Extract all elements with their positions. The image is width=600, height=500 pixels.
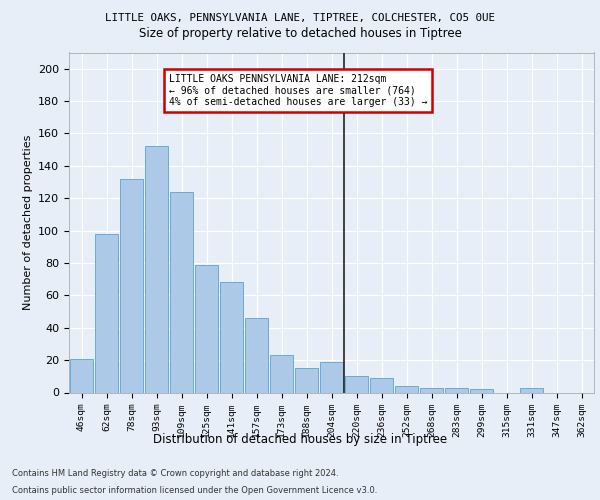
Text: Contains public sector information licensed under the Open Government Licence v3: Contains public sector information licen… <box>12 486 377 495</box>
Bar <box>520 388 544 392</box>
Bar <box>269 356 293 393</box>
Bar <box>119 179 143 392</box>
Bar <box>470 390 493 392</box>
Bar <box>395 386 418 392</box>
Text: Contains HM Land Registry data © Crown copyright and database right 2024.: Contains HM Land Registry data © Crown c… <box>12 468 338 477</box>
Bar <box>70 358 94 392</box>
Bar <box>419 388 443 392</box>
Bar <box>220 282 244 393</box>
Bar <box>445 388 469 392</box>
Y-axis label: Number of detached properties: Number of detached properties <box>23 135 32 310</box>
Text: LITTLE OAKS PENNSYLVANIA LANE: 212sqm
← 96% of detached houses are smaller (764): LITTLE OAKS PENNSYLVANIA LANE: 212sqm ← … <box>169 74 427 106</box>
Text: Size of property relative to detached houses in Tiptree: Size of property relative to detached ho… <box>139 28 461 40</box>
Text: LITTLE OAKS, PENNSYLVANIA LANE, TIPTREE, COLCHESTER, CO5 0UE: LITTLE OAKS, PENNSYLVANIA LANE, TIPTREE,… <box>105 12 495 22</box>
Bar <box>145 146 169 392</box>
Bar <box>95 234 118 392</box>
Bar <box>320 362 343 392</box>
Bar <box>194 264 218 392</box>
Bar <box>170 192 193 392</box>
Bar <box>295 368 319 392</box>
Bar <box>344 376 368 392</box>
Text: Distribution of detached houses by size in Tiptree: Distribution of detached houses by size … <box>153 432 447 446</box>
Bar <box>245 318 268 392</box>
Bar <box>370 378 394 392</box>
